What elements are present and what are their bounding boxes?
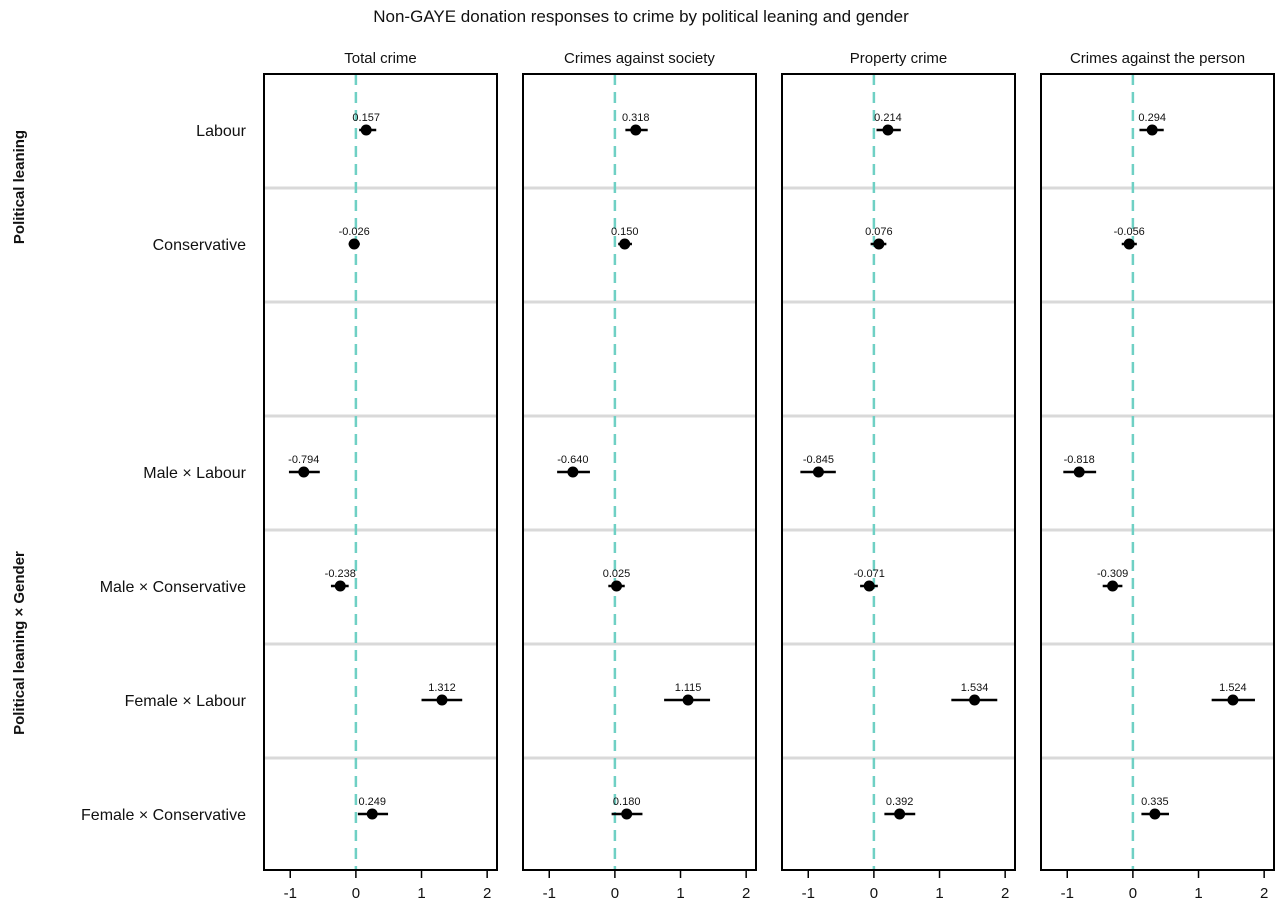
point-estimate: [611, 580, 623, 592]
point-estimate: [863, 580, 875, 592]
point-estimate: [436, 694, 448, 706]
panel-title: Crimes against society: [564, 50, 715, 67]
panel: Crimes against the person 0.294 -0.056 -0.8…: [1040, 50, 1275, 902]
row-label: Conservative: [153, 237, 246, 254]
point-estimate: [360, 124, 372, 136]
panel-frame: [263, 73, 498, 871]
x-tick-label: -1: [1061, 885, 1074, 902]
x-tick-label: -1: [543, 885, 556, 902]
x-tick-label: 1: [935, 885, 943, 902]
estimate-label: 0.150: [611, 226, 639, 238]
point-estimate: [882, 124, 894, 136]
row-label: Male × Labour: [143, 465, 246, 482]
estimate-label: 1.115: [675, 682, 702, 694]
point-estimate: [567, 466, 579, 478]
x-tick-label: 2: [1260, 885, 1268, 902]
estimate-label: -0.818: [1064, 454, 1095, 466]
group-label: Political leaning: [11, 130, 28, 244]
point-estimate: [1227, 694, 1239, 706]
estimate-label: 1.534: [961, 682, 989, 694]
estimate-label: -0.238: [325, 568, 356, 580]
point-estimate: [1107, 580, 1119, 592]
point-estimate: [1149, 808, 1161, 820]
estimate-label: 1.524: [1219, 682, 1247, 694]
point-estimate: [1123, 238, 1135, 250]
panel-title: Property crime: [850, 50, 948, 67]
point-estimate: [1073, 466, 1085, 478]
x-tick-label: 2: [483, 885, 491, 902]
group-label: Political leaning × Gender: [11, 551, 28, 735]
point-estimate: [630, 124, 642, 136]
estimate-label: -0.071: [854, 568, 885, 580]
estimate-label: -0.309: [1097, 568, 1128, 580]
estimate-label: 0.157: [352, 112, 380, 124]
estimate-label: -0.640: [557, 454, 588, 466]
estimate-label: 0.214: [874, 112, 902, 124]
row-label: Male × Conservative: [100, 579, 246, 596]
group-labels: Political leaning Political leaning × Gen…: [11, 130, 28, 735]
panel: Crimes against society 0.318 0.150 -0.640 0.…: [522, 50, 757, 902]
estimate-label: 0.180: [613, 796, 641, 808]
panel: Total crime 0.157 -0.026 -0.794 -0.238 1.312 0…: [263, 50, 498, 902]
estimate-label: 0.294: [1138, 112, 1166, 124]
panels: Total crime 0.157 -0.026 -0.794 -0.238 1.312 0…: [263, 50, 1275, 902]
point-estimate: [894, 808, 906, 820]
point-estimate: [366, 808, 378, 820]
x-tick-label: 2: [1001, 885, 1009, 902]
estimate-label: 0.318: [622, 112, 650, 124]
point-estimate: [873, 238, 885, 250]
x-tick-label: 0: [870, 885, 878, 902]
row-label: Labour: [196, 123, 246, 140]
estimate-label: 0.392: [886, 796, 914, 808]
panel-title: Crimes against the person: [1070, 50, 1245, 67]
x-tick-label: -1: [284, 885, 297, 902]
point-estimate: [812, 466, 824, 478]
panel-frame: [522, 73, 757, 871]
x-tick-label: 1: [676, 885, 684, 902]
estimate-label: 0.076: [865, 226, 893, 238]
estimate-label: 1.312: [428, 682, 456, 694]
point-estimate: [619, 238, 631, 250]
estimate-label: 0.249: [358, 796, 386, 808]
row-label: Female × Labour: [125, 693, 247, 710]
panel: Property crime 0.214 0.076 -0.845 -0.071 1.53…: [781, 50, 1016, 902]
x-tick-label: 1: [1194, 885, 1202, 902]
x-tick-label: -1: [802, 885, 815, 902]
point-estimate: [682, 694, 694, 706]
point-estimate: [298, 466, 310, 478]
estimate-label: -0.845: [803, 454, 834, 466]
point-estimate: [969, 694, 981, 706]
row-labels: Labour Conservative Male × Labour Male × Co…: [81, 123, 247, 824]
panel-frame: [781, 73, 1016, 871]
point-estimate: [621, 808, 633, 820]
point-estimate: [334, 580, 346, 592]
estimate-label: -0.056: [1114, 226, 1145, 238]
estimate-label: -0.026: [339, 226, 370, 238]
row-label: Female × Conservative: [81, 807, 246, 824]
x-tick-label: 0: [1129, 885, 1137, 902]
panel-title: Total crime: [344, 50, 417, 67]
point-estimate: [348, 238, 360, 250]
estimate-label: 0.335: [1141, 796, 1169, 808]
estimate-label: 0.025: [603, 568, 631, 580]
chart-title: Non-GAYE donation responses to crime by …: [373, 7, 909, 26]
estimate-label: -0.794: [288, 454, 319, 466]
point-estimate: [1146, 124, 1158, 136]
x-tick-label: 2: [742, 885, 750, 902]
panel-frame: [1040, 73, 1275, 871]
x-tick-label: 0: [611, 885, 619, 902]
x-tick-label: 0: [352, 885, 360, 902]
x-tick-label: 1: [417, 885, 425, 902]
